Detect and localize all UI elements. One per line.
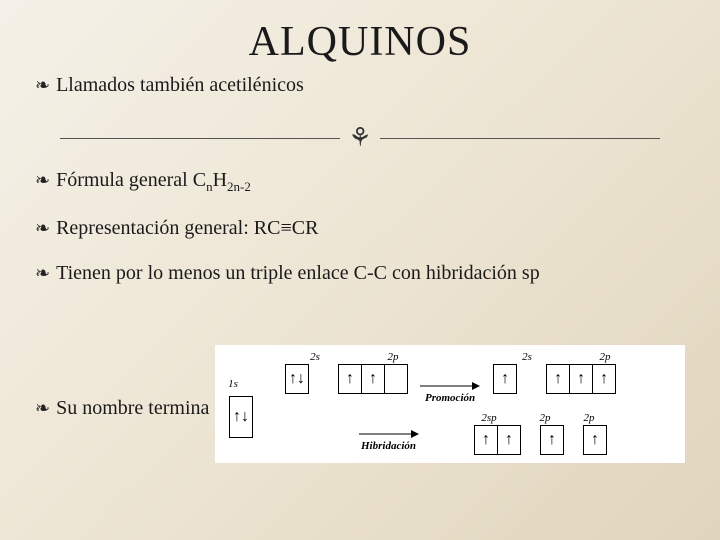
bullet-icon: ❧ bbox=[35, 398, 50, 419]
bullet-text: Su nombre termina en bbox=[56, 397, 233, 420]
arrow-icon bbox=[359, 428, 419, 440]
bullet-text: Tienen por lo menos un triple enlace C-C… bbox=[56, 262, 540, 285]
orbital-box bbox=[384, 364, 408, 394]
orbital-box: ↑ bbox=[497, 425, 521, 455]
orbital-label-2s: 2s bbox=[303, 351, 327, 363]
bullet-item-3: ❧ Representación general: RC≡CR bbox=[35, 217, 685, 240]
bullet-item-4: ❧ Tienen por lo menos un triple enlace C… bbox=[35, 262, 685, 285]
bullet-text: Representación general: RC≡CR bbox=[56, 217, 318, 240]
hibridacion-label: Hibridación bbox=[361, 440, 416, 452]
orbital-label-1s: 1s bbox=[223, 378, 243, 390]
bullet-text: Llamados también acetilénicos bbox=[56, 74, 304, 97]
orbital-box: ↑ bbox=[569, 364, 593, 394]
orbital-label-2p: 2p bbox=[569, 351, 641, 363]
orbital-diagram: 2s 2p 2s 2p 1s ↑↓ ↑ ↑ Promoción bbox=[215, 345, 685, 463]
orbital-box: ↑ bbox=[540, 425, 564, 455]
orbital-label-2p: 2p bbox=[577, 412, 601, 424]
orbital-box: ↑ bbox=[474, 425, 498, 455]
orbital-label-2s: 2s bbox=[515, 351, 539, 363]
bullet-text: Fórmula general CnH2n-2 bbox=[56, 169, 251, 195]
orbital-label-2sp: 2sp bbox=[465, 412, 513, 424]
bullet-icon: ❧ bbox=[35, 263, 50, 284]
orbital-label-2p: 2p bbox=[357, 351, 429, 363]
page-title: ALQUINOS bbox=[0, 0, 720, 74]
orbital-box: ↑ bbox=[361, 364, 385, 394]
orbital-box: ↑ bbox=[493, 364, 517, 394]
orbital-box: ↑ bbox=[546, 364, 570, 394]
bullet-icon: ❧ bbox=[35, 75, 50, 96]
arrow-icon bbox=[420, 380, 480, 392]
orbital-box: ↑ bbox=[583, 425, 607, 455]
flourish-icon: ⚘ bbox=[348, 125, 371, 151]
bullet-icon: ❧ bbox=[35, 170, 50, 191]
orbital-box: ↑ bbox=[592, 364, 616, 394]
bullet-item-2: ❧ Fórmula general CnH2n-2 bbox=[35, 169, 685, 195]
orbital-box: ↑ bbox=[338, 364, 362, 394]
bullet-item-1: ❧ Llamados también acetilénicos bbox=[35, 74, 685, 97]
title-divider: ⚘ bbox=[0, 125, 720, 151]
orbital-box-1s: ↑↓ bbox=[229, 396, 253, 438]
bullet-icon: ❧ bbox=[35, 218, 50, 239]
orbital-label-2p: 2p bbox=[533, 412, 557, 424]
orbital-box: ↑↓ bbox=[285, 364, 309, 394]
promocion-label: Promoción bbox=[425, 392, 475, 404]
